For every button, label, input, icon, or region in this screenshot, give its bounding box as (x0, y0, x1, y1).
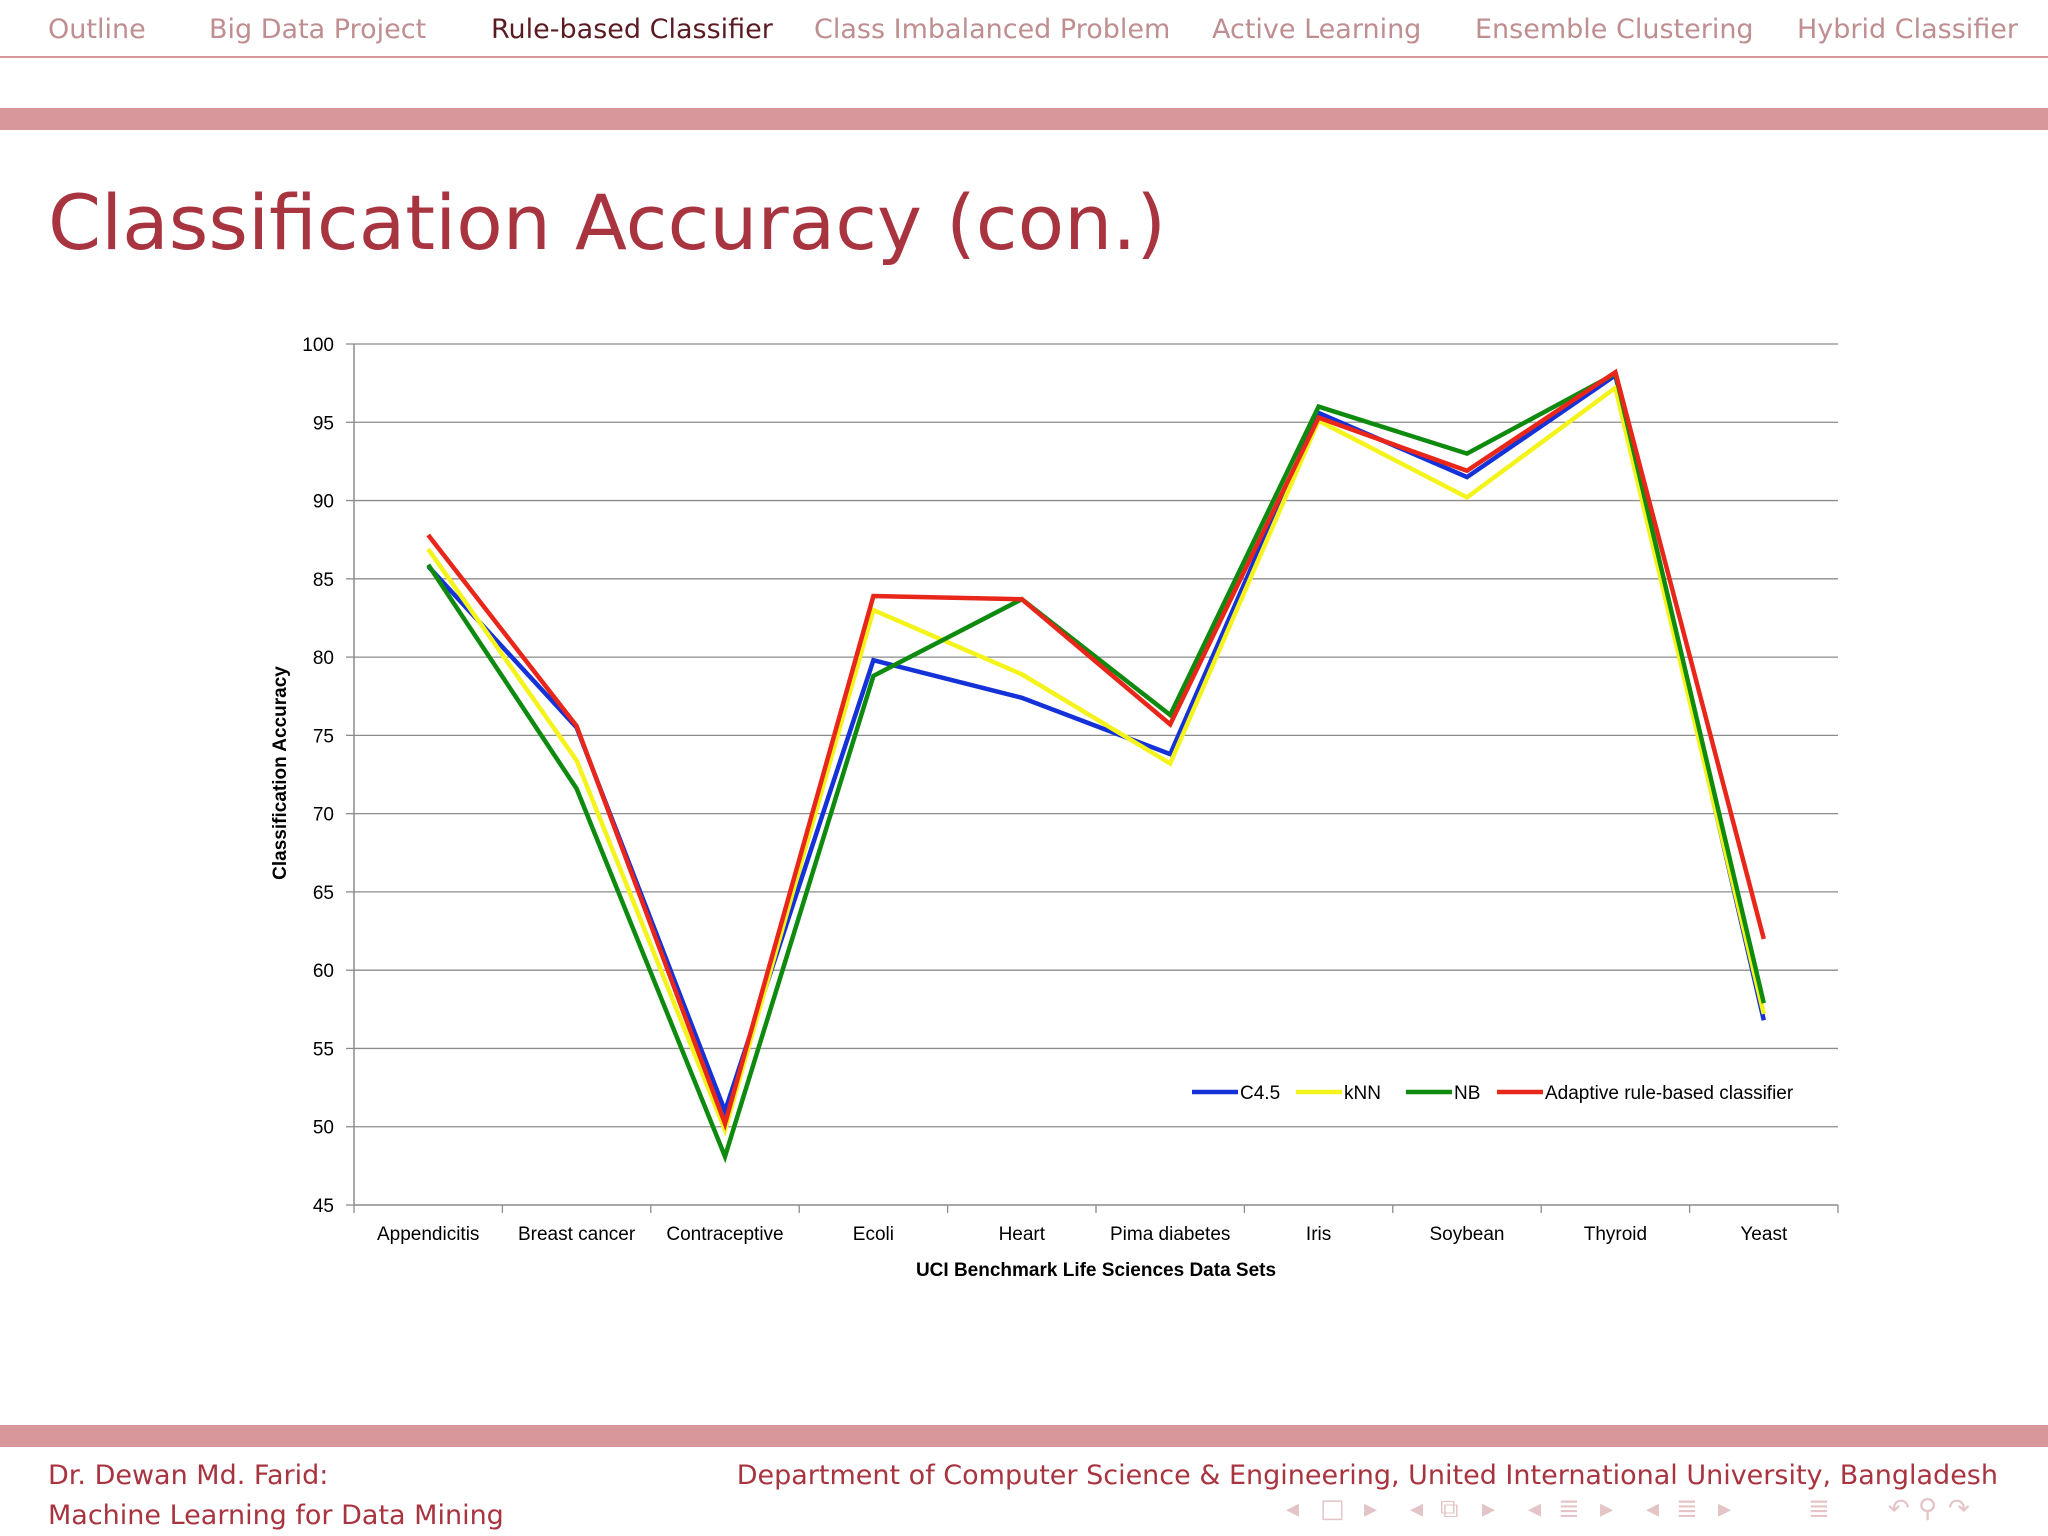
x-tick-label: Pima diabetes (1110, 1224, 1230, 1245)
prev-section-icon[interactable]: ◂ (1528, 1494, 1542, 1524)
beamer-navigation-controls: ◂ □ ▸ ◂ ⧉ ▸ ◂ ≣ ▸ ◂ ≣ ▸ ≣ ↶ ⚲ ↷ (1280, 1494, 2010, 1528)
x-tick-label: Ecoli (853, 1224, 894, 1245)
series-line-adaptive-rule-based-classifier (426, 368, 1766, 1131)
series-line-nb (426, 370, 1766, 1164)
x-tick-label: Contraceptive (666, 1224, 783, 1245)
next-part-icon[interactable]: ▸ (1718, 1494, 1732, 1524)
footer-department: Department of Computer Science & Enginee… (736, 1460, 1998, 1491)
header-band (0, 108, 2048, 130)
nav-item-ensemble-clustering[interactable]: Ensemble Clustering (1475, 14, 1754, 45)
appendix-icon[interactable]: ≣ (1808, 1494, 1830, 1524)
forward-icon[interactable]: ↷ (1948, 1494, 1970, 1524)
y-tick-label: 90 (313, 492, 334, 513)
next-section-icon[interactable]: ▸ (1600, 1494, 1614, 1524)
prev-subsection-icon[interactable]: ◂ (1410, 1494, 1424, 1524)
y-tick-label: 70 (313, 805, 334, 826)
x-tick-label: Thyroid (1584, 1224, 1647, 1245)
footer-left: Dr. Dewan Md. Farid: Machine Learning fo… (48, 1456, 504, 1536)
footer-course: Machine Learning for Data Mining (48, 1500, 504, 1531)
y-tick-label: 55 (313, 1039, 334, 1060)
chart-axes (353, 344, 1839, 1213)
y-tick-label: 100 (302, 335, 334, 356)
legend-label: NB (1454, 1083, 1480, 1104)
slide-title: Classification Accuracy (con.) (48, 178, 1167, 267)
section-icon[interactable]: ≣ (1558, 1494, 1580, 1524)
back-icon[interactable]: ↶ (1888, 1494, 1910, 1524)
series-line-knn (426, 383, 1766, 1137)
x-axis-label: UCI Benchmark Life Sciences Data Sets (916, 1260, 1276, 1281)
legend-label: Adaptive rule-based classifier (1545, 1083, 1794, 1104)
legend-label: C4.5 (1240, 1083, 1280, 1104)
nav-item-hybrid-classifier[interactable]: Hybrid Classifier (1797, 14, 2018, 45)
next-subsection-icon[interactable]: ▸ (1482, 1494, 1496, 1524)
part-icon[interactable]: ≣ (1676, 1494, 1698, 1524)
chart-series (426, 368, 1766, 1164)
line-chart: 45 50 55 60 65 70 75 80 85 90 95 100 Appendicitis Br… (270, 335, 1839, 1281)
nav-item-outline[interactable]: Outline (48, 14, 146, 45)
search-icon[interactable]: ⚲ (1918, 1494, 1938, 1524)
y-tick-label: 50 (313, 1118, 334, 1139)
nav-item-active-learning[interactable]: Active Learning (1212, 14, 1422, 45)
slide-frame-icon[interactable]: □ (1320, 1494, 1345, 1524)
nav-item-rule-based-classifier[interactable]: Rule-based Classifier (491, 14, 773, 45)
y-axis-label: Classification Accuracy (270, 666, 291, 880)
y-tick-label: 75 (313, 726, 334, 747)
x-tick-label: Yeast (1740, 1224, 1788, 1245)
next-slide-icon[interactable]: ▸ (1364, 1494, 1378, 1524)
series-line-c4-5 (426, 371, 1766, 1118)
y-tick-label: 95 (313, 413, 334, 434)
navigation-bar: Outline Big Data Project Rule-based Clas… (0, 0, 2048, 58)
x-tick-label: Appendicitis (377, 1224, 479, 1245)
y-tick-labels: 45 50 55 60 65 70 75 80 85 90 95 100 (302, 335, 334, 1217)
y-tick-label: 65 (313, 883, 334, 904)
x-tick-label: Breast cancer (518, 1224, 636, 1245)
footer-author: Dr. Dewan Md. Farid: (48, 1460, 329, 1491)
x-tick-label: Soybean (1429, 1224, 1504, 1245)
footer-band (0, 1425, 2048, 1447)
x-tick-labels: Appendicitis Breast cancer Contraceptive Ec… (377, 1224, 1788, 1245)
x-tick-label: Heart (999, 1224, 1046, 1245)
y-tick-label: 85 (313, 570, 334, 591)
prev-part-icon[interactable]: ◂ (1646, 1494, 1660, 1524)
y-tick-label: 45 (313, 1196, 334, 1217)
chart-legend: C4.5 kNN NB Adaptive rule-based classifier (1192, 1083, 1794, 1104)
subsection-icon[interactable]: ⧉ (1440, 1494, 1459, 1524)
nav-item-class-imbalanced-problem[interactable]: Class Imbalanced Problem (814, 14, 1171, 45)
y-tick-label: 80 (313, 648, 334, 669)
x-tick-label: Iris (1306, 1224, 1331, 1245)
legend-label: kNN (1344, 1083, 1381, 1104)
prev-slide-icon[interactable]: ◂ (1286, 1494, 1300, 1524)
nav-item-big-data-project[interactable]: Big Data Project (209, 14, 427, 45)
y-tick-label: 60 (313, 961, 334, 982)
